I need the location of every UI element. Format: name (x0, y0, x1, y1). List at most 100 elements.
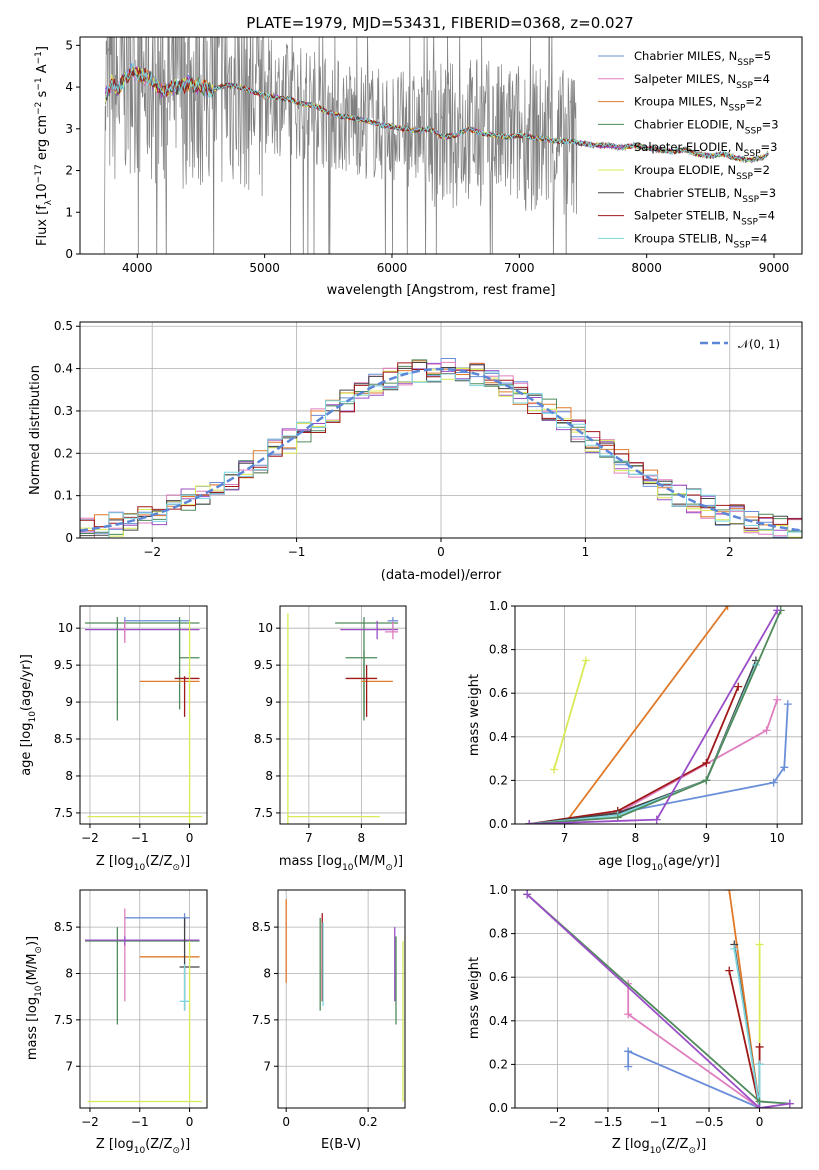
weight-line (627, 1049, 760, 1108)
weight-marker (783, 700, 792, 709)
x-axis-label: (data-model)/error (381, 568, 502, 583)
label-part: 10 (651, 863, 663, 873)
weight-marker (652, 815, 661, 824)
label-part: ⊙ (385, 863, 393, 873)
x-tick-label: 0 (282, 1115, 290, 1129)
y-tick-label: 0 (65, 247, 73, 261)
weight-marker (773, 606, 782, 615)
x-tick-label: 7 (305, 831, 313, 845)
y-tick-label: 0.3 (54, 404, 73, 418)
label-part: )] (180, 854, 190, 869)
y-axis-label: mass weight (467, 674, 482, 756)
weight-marker (755, 1104, 764, 1108)
y-tick-label: 0.6 (489, 686, 508, 700)
label-part: Salpeter STELIB, N (634, 209, 741, 223)
x-tick-label: 9 (703, 831, 711, 845)
label-part: erg cm (35, 115, 50, 164)
weight-marker (549, 765, 558, 774)
weight-marker (785, 1099, 794, 1108)
label-part: ⊙ (34, 946, 44, 954)
legend-entry: Salpeter ELODIE, NSSP=3 (634, 140, 777, 159)
label-part: Kroupa MILES, N (634, 95, 729, 109)
x-tick-label: 7000 (504, 261, 535, 275)
label-part: Z [log (612, 1137, 650, 1152)
label-part: =5 (754, 49, 771, 63)
y-tick-label: 1.0 (489, 599, 508, 613)
label-part: age [log (598, 854, 651, 869)
x-axis-label: Z [log10(Z/Z⊙)] (96, 854, 190, 873)
label-part: SSP (736, 172, 753, 182)
legend-entry: 𝒩(0, 1) (738, 337, 780, 351)
label-part: )] (393, 854, 403, 869)
weight-line (733, 948, 761, 1108)
legend-entry: Kroupa MILES, NSSP=2 (634, 95, 762, 114)
x-tick-label: 6000 (377, 261, 408, 275)
label-part: SSP (744, 149, 761, 159)
label-part: =3 (762, 117, 779, 131)
label-part: =3 (759, 186, 776, 200)
label-part: Chabrier STELIB, N (634, 186, 742, 200)
y-tick-label: 8 (265, 769, 273, 783)
x-tick-label: −2 (81, 1115, 99, 1129)
y-tick-label: 0.5 (54, 319, 73, 333)
label-part: (M/M (354, 854, 386, 869)
y-tick-label: 0.4 (54, 362, 73, 376)
plot-area (103, 37, 770, 254)
y-tick-label: 7 (65, 1059, 73, 1073)
weight-line (529, 686, 740, 824)
axes-frame (79, 605, 208, 825)
weight-marker (730, 944, 739, 953)
plot-area (80, 358, 802, 538)
label-part: ⊙ (172, 1146, 180, 1156)
panel-mass_vs_ebv: 0 0.2 7 7.5 8 8.5 E(B-V) (252, 889, 406, 1152)
histogram-step (80, 371, 802, 538)
label-part: 10 (342, 863, 354, 873)
y-tick-label: 0.6 (489, 970, 508, 984)
label-part: =3 (761, 140, 778, 154)
label-part: Z [log (96, 1137, 134, 1152)
legend-entry: Kroupa STELIB, NSSP=4 (634, 231, 767, 250)
label-part: SSP (736, 81, 753, 91)
y-tick-label: 3 (65, 122, 73, 136)
axes-frame (79, 36, 803, 255)
y-tick-label: 0.8 (489, 643, 508, 657)
y-tick-label: 0.0 (489, 1101, 508, 1115)
weight-marker (624, 1010, 633, 1019)
weight-marker (773, 695, 782, 704)
y-tick-label: 0.1 (54, 489, 73, 503)
label-part: (Z/Z (145, 854, 172, 869)
weight-marker (702, 776, 711, 785)
weight-marker (723, 606, 732, 610)
y-axis-label: Flux [fλ10−17 erg cm−2 s−1 A−1] (34, 46, 54, 246)
panel-spectrum: 4000 5000 6000 7000 8000 9000 0 1 2 3 4 5 wavelength… (34, 36, 803, 298)
label-part: SSP (741, 218, 758, 228)
y-axis-label: Normed distribution (28, 365, 43, 495)
plot-area (287, 613, 399, 824)
y-tick-label: 10 (258, 621, 273, 635)
weight-marker (725, 890, 734, 894)
plot-area (523, 890, 794, 1108)
weight-marker (581, 656, 590, 665)
label-part: 10 (35, 183, 50, 200)
x-tick-label: 0 (756, 1115, 764, 1129)
y-tick-label: 7.5 (254, 806, 273, 820)
label-part: (M/M (25, 954, 40, 986)
x-tick-label: −1 (288, 545, 306, 559)
x-tick-label: 0 (437, 545, 445, 559)
label-part: =2 (753, 163, 770, 177)
x-tick-label: −2 (143, 545, 161, 559)
y-tick-label: 0.2 (489, 1057, 508, 1071)
weight-marker (755, 1042, 764, 1051)
x-tick-label: 8 (632, 831, 640, 845)
y-tick-label: 2 (65, 164, 73, 178)
x-tick-label: −2 (549, 1115, 567, 1129)
axes-frame (277, 889, 406, 1109)
x-tick-label: 10 (770, 831, 785, 845)
y-axis-label: age [log10(age/yr)] (19, 654, 38, 776)
weight-marker (725, 966, 734, 975)
legend-entry: Kroupa ELODIE, NSSP=2 (634, 163, 770, 182)
label-part: mass [log (25, 997, 40, 1060)
